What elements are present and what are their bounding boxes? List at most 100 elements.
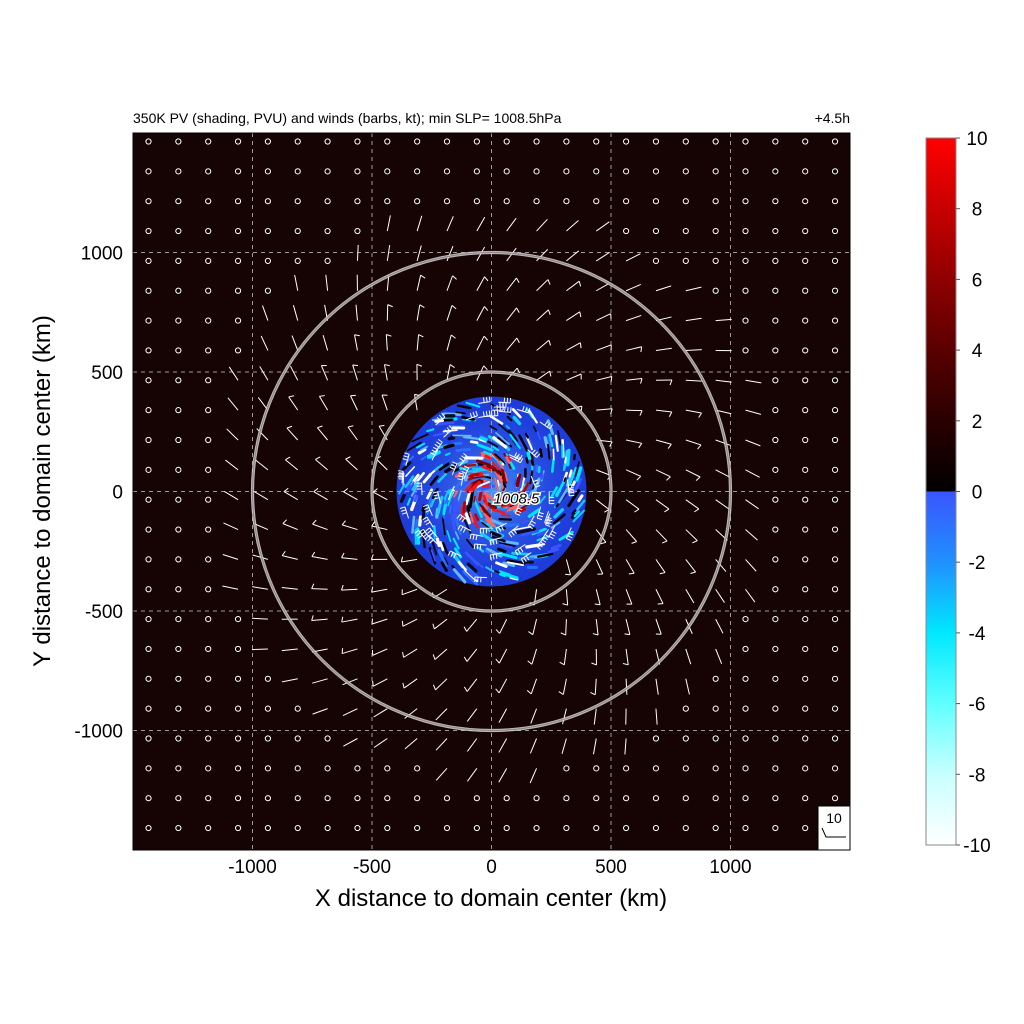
wind-barb [294,274,299,291]
wind-barb-flag [664,508,670,513]
pv-positive-streak [474,513,480,522]
pv-streak [405,466,416,477]
wind-barb-flag [514,455,518,461]
wind-barb [536,339,550,351]
calm-wind-circle [384,795,391,802]
calm-wind-circle [145,616,152,623]
pv-streak [552,513,566,525]
wind-barb [434,618,448,630]
wind-barb [655,499,670,510]
wind-barb-flag [546,516,552,520]
calm-wind-circle [652,735,660,742]
wind-barb-flag [458,472,464,475]
calm-wind-circle [175,735,182,742]
calm-wind-circle [234,705,242,712]
wind-barb-flag [531,449,536,454]
pv-positive-streak [488,502,498,510]
wind-barb-flag [343,488,349,493]
calm-wind-circle [205,765,212,772]
calm-wind-circle [712,257,719,264]
calm-wind-circle [384,168,391,175]
wind-barb [498,648,508,664]
calm-wind-circle [563,138,570,145]
pv-streak [455,411,466,415]
calm-wind-circle [324,765,331,772]
pv-streak [501,572,519,580]
pv-positive-streak [480,505,491,518]
wind-barb-flag [399,506,406,509]
wind-barb [498,708,508,723]
range-rings [250,250,733,733]
calm-wind-circle [533,138,540,145]
wind-barb [416,215,423,232]
pv-streak [577,494,584,503]
pv-streak [435,537,441,548]
calm-wind-circle [354,198,361,205]
pv-streak [479,434,497,444]
wind-barb [325,274,329,291]
wind-barb-flag [533,451,538,456]
wind-barb [566,373,582,381]
wind-barb-flag [515,277,520,283]
calm-wind-circle [652,168,660,175]
wind-barb [341,648,358,655]
calm-wind-circle [205,616,212,623]
calm-wind-circle [772,317,779,324]
wind-barb-flag [401,512,407,515]
wind-barb-flag [463,465,469,469]
calm-wind-circle [772,735,779,742]
wind-barb [252,586,268,590]
wind-barb-flag [510,531,515,536]
calm-wind-circle [145,377,152,384]
pv-streak [465,401,481,408]
wind-barb [319,396,329,411]
wind-barb-flag [419,304,425,309]
pv-streak [496,436,506,445]
wind-barb-flag [495,553,498,559]
wind-barb-flag [520,458,524,463]
pv-positive-streak [485,493,497,503]
wind-barb-flag [544,420,549,426]
wind-barb [685,286,702,292]
wind-barb-flag [430,452,436,456]
calm-wind-circle [593,168,600,175]
pv-streak [506,559,526,565]
wind-barb-flag [402,682,405,689]
calm-wind-circle [503,824,510,832]
calm-wind-circle [473,824,480,832]
pv-positive-streak [483,503,488,510]
wind-barb [225,459,239,471]
wind-barb-flag [545,519,551,522]
calm-wind-circle [324,735,331,742]
calm-wind-circle [802,526,809,533]
wind-barb [386,245,391,261]
calm-wind-circle [503,168,510,175]
wind-barb [404,708,418,719]
barb-reference-box: 10 [817,805,851,851]
wind-barb [715,379,732,383]
calm-wind-circle [772,436,779,444]
calm-wind-circle [712,227,719,235]
pv-streak [453,514,462,536]
pv-streak [536,552,554,558]
calm-wind-circle [831,675,839,682]
pv-positive-streak [462,501,467,514]
wind-barb-flag [666,476,671,481]
wind-barb [228,366,239,381]
wind-barb [289,365,299,381]
pv-streak [420,455,427,461]
pv-positive-streak [499,500,508,505]
calm-wind-circle [145,556,152,563]
pv-streak [438,462,450,471]
wind-barb [253,491,269,501]
pv-streak [504,459,514,475]
wind-barb-flag [315,456,321,460]
calm-wind-circle [593,198,600,205]
wind-barb [596,408,613,411]
wind-barb-flag [457,475,464,478]
calm-wind-circle [384,138,391,145]
wind-barb-flag [485,410,488,417]
pv-streak [434,463,444,471]
wind-barb-flag [528,631,534,636]
